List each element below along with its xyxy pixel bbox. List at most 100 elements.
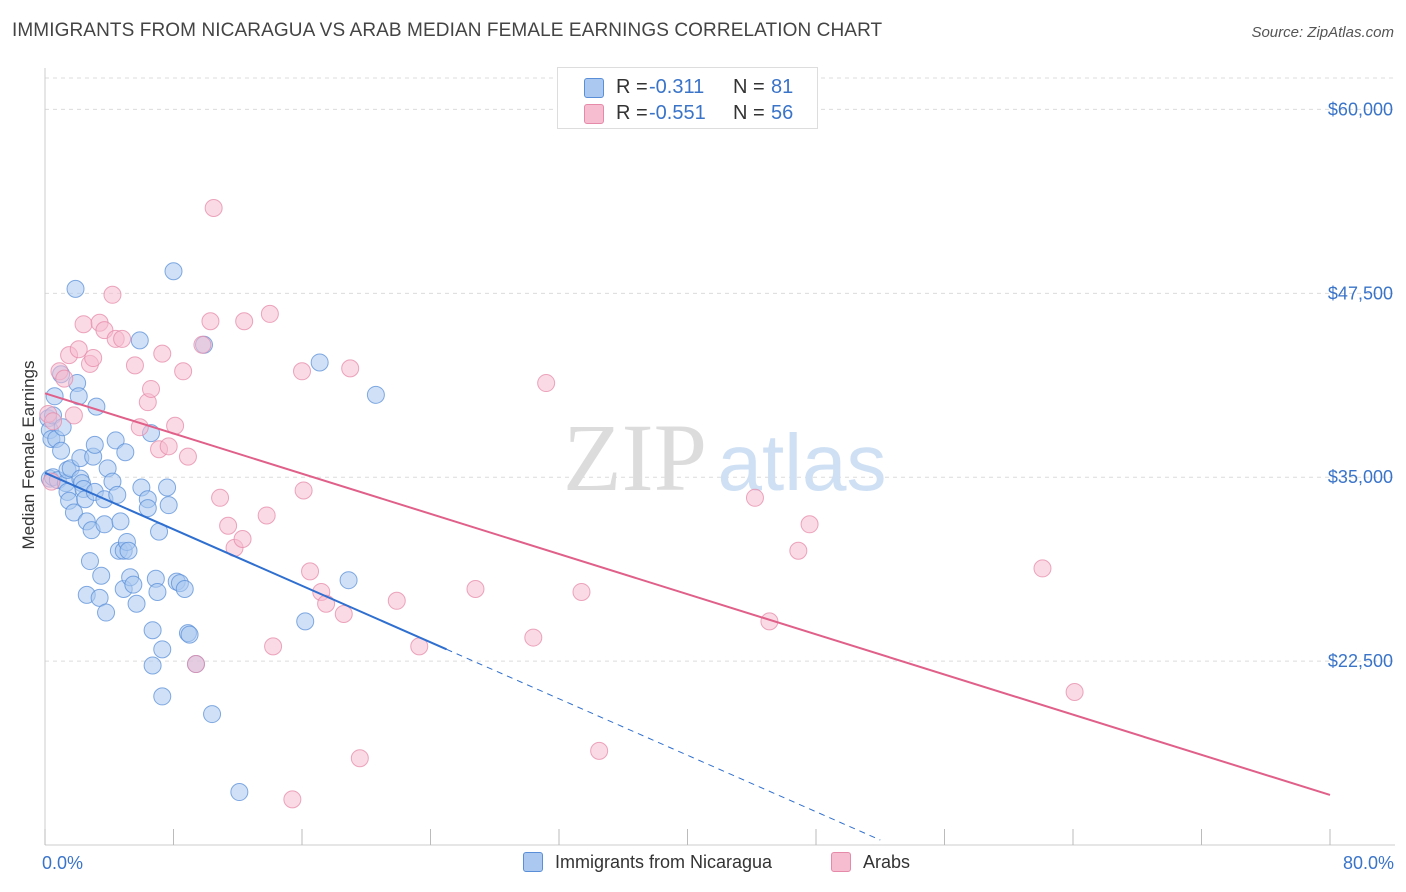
point-nicaragua: [230, 783, 249, 802]
legend-r-label: R =: [616, 102, 648, 124]
legend-r-value: -0.551: [649, 102, 706, 124]
legend-label-arabs: Arabs: [863, 852, 911, 872]
x-tick-label: 0.0%: [42, 853, 83, 873]
point-arabs: [293, 362, 311, 381]
y-tick-label: $35,000: [1328, 467, 1393, 487]
point-arabs: [153, 344, 172, 363]
point-arabs: [572, 582, 591, 601]
trend-line-nicaragua-extension: [446, 648, 881, 841]
point-nicaragua: [310, 353, 329, 372]
legend-n-label: N =: [733, 102, 765, 124]
point-nicaragua: [339, 571, 358, 590]
point-arabs: [178, 447, 197, 466]
point-nicaragua: [296, 612, 315, 631]
point-nicaragua: [116, 443, 135, 462]
point-nicaragua: [97, 603, 116, 622]
point-arabs: [294, 481, 313, 500]
point-nicaragua: [159, 496, 178, 515]
correlation-legend: R = -0.311 N = 81 R = -0.551 N = 56: [557, 67, 818, 129]
point-arabs: [466, 580, 485, 599]
watermark: ZIP atlas: [563, 404, 886, 511]
axes: [44, 68, 1395, 846]
series-arabs-points: [39, 198, 1084, 809]
point-arabs: [334, 605, 353, 624]
legend-swatch-blue: [523, 852, 543, 872]
point-arabs: [211, 488, 230, 507]
point-nicaragua: [95, 515, 114, 534]
point-arabs: [69, 340, 88, 359]
point-nicaragua: [66, 279, 85, 298]
point-arabs: [789, 541, 808, 560]
point-nicaragua: [158, 478, 177, 497]
legend-swatch-pink: [831, 852, 851, 872]
point-arabs: [800, 515, 819, 534]
point-arabs: [233, 530, 252, 548]
legend-swatch-pink: [584, 104, 604, 124]
point-nicaragua: [124, 575, 143, 594]
point-nicaragua: [85, 435, 104, 454]
legend-label-nicaragua: Immigrants from Nicaragua: [555, 852, 773, 872]
point-arabs: [590, 741, 609, 760]
point-arabs: [387, 591, 406, 610]
point-arabs: [74, 315, 93, 334]
point-nicaragua: [130, 331, 149, 350]
point-nicaragua: [148, 582, 167, 601]
legend-n-value: 56: [771, 102, 794, 124]
y-tick-label: $47,500: [1328, 283, 1393, 303]
point-arabs: [201, 312, 220, 331]
point-arabs: [317, 594, 336, 613]
point-arabs: [159, 437, 178, 456]
point-arabs: [64, 406, 83, 425]
x-tick-label: 80.0%: [1343, 853, 1394, 873]
legend-n-label: N =: [733, 76, 765, 98]
trend-lines: [44, 392, 1331, 841]
point-arabs: [257, 506, 276, 525]
point-nicaragua: [64, 503, 83, 522]
point-arabs: [125, 356, 144, 375]
watermark-zip: ZIP: [563, 404, 707, 511]
legend-swatch-blue: [584, 78, 604, 98]
point-nicaragua: [138, 499, 157, 518]
point-arabs: [186, 655, 205, 674]
point-nicaragua: [92, 566, 111, 585]
point-arabs: [537, 374, 556, 393]
point-nicaragua: [106, 431, 125, 450]
y-tick-label: $60,000: [1328, 99, 1393, 119]
trend-line-arabs: [44, 392, 1331, 796]
point-arabs: [84, 349, 103, 368]
point-arabs: [1065, 683, 1084, 701]
point-nicaragua: [175, 580, 194, 599]
point-arabs: [341, 359, 360, 378]
point-arabs: [235, 312, 254, 331]
watermark-atlas: atlas: [718, 418, 887, 507]
point-nicaragua: [111, 512, 130, 531]
point-nicaragua: [80, 552, 99, 571]
point-arabs: [113, 329, 132, 348]
point-arabs: [142, 379, 161, 398]
y-tick-label: $22,500: [1328, 651, 1393, 671]
chart-title: IMMIGRANTS FROM NICARAGUA VS ARAB MEDIAN…: [12, 20, 883, 41]
point-arabs: [283, 790, 302, 809]
point-arabs: [174, 362, 193, 381]
point-nicaragua: [119, 541, 138, 560]
point-nicaragua: [366, 385, 385, 404]
point-arabs: [193, 335, 212, 354]
point-arabs: [55, 369, 74, 388]
point-nicaragua: [203, 705, 222, 724]
point-nicaragua: [52, 441, 71, 460]
source-label: Source: ZipAtlas.com: [1251, 24, 1394, 41]
point-arabs: [44, 412, 63, 431]
point-arabs: [350, 749, 369, 768]
point-arabs: [130, 418, 149, 437]
point-arabs: [524, 628, 543, 647]
grid-lines: [45, 77, 1395, 662]
point-arabs: [745, 488, 764, 507]
legend-n-value: 81: [771, 76, 794, 98]
series-nicaragua-points: [39, 262, 385, 802]
point-nicaragua: [143, 656, 162, 675]
point-arabs: [1033, 559, 1052, 578]
point-nicaragua: [143, 621, 162, 640]
point-nicaragua: [164, 262, 183, 281]
tick-labels: $22,500 $35,000 $47,500 $60,000 0.0% 80.0%: [42, 99, 1394, 873]
